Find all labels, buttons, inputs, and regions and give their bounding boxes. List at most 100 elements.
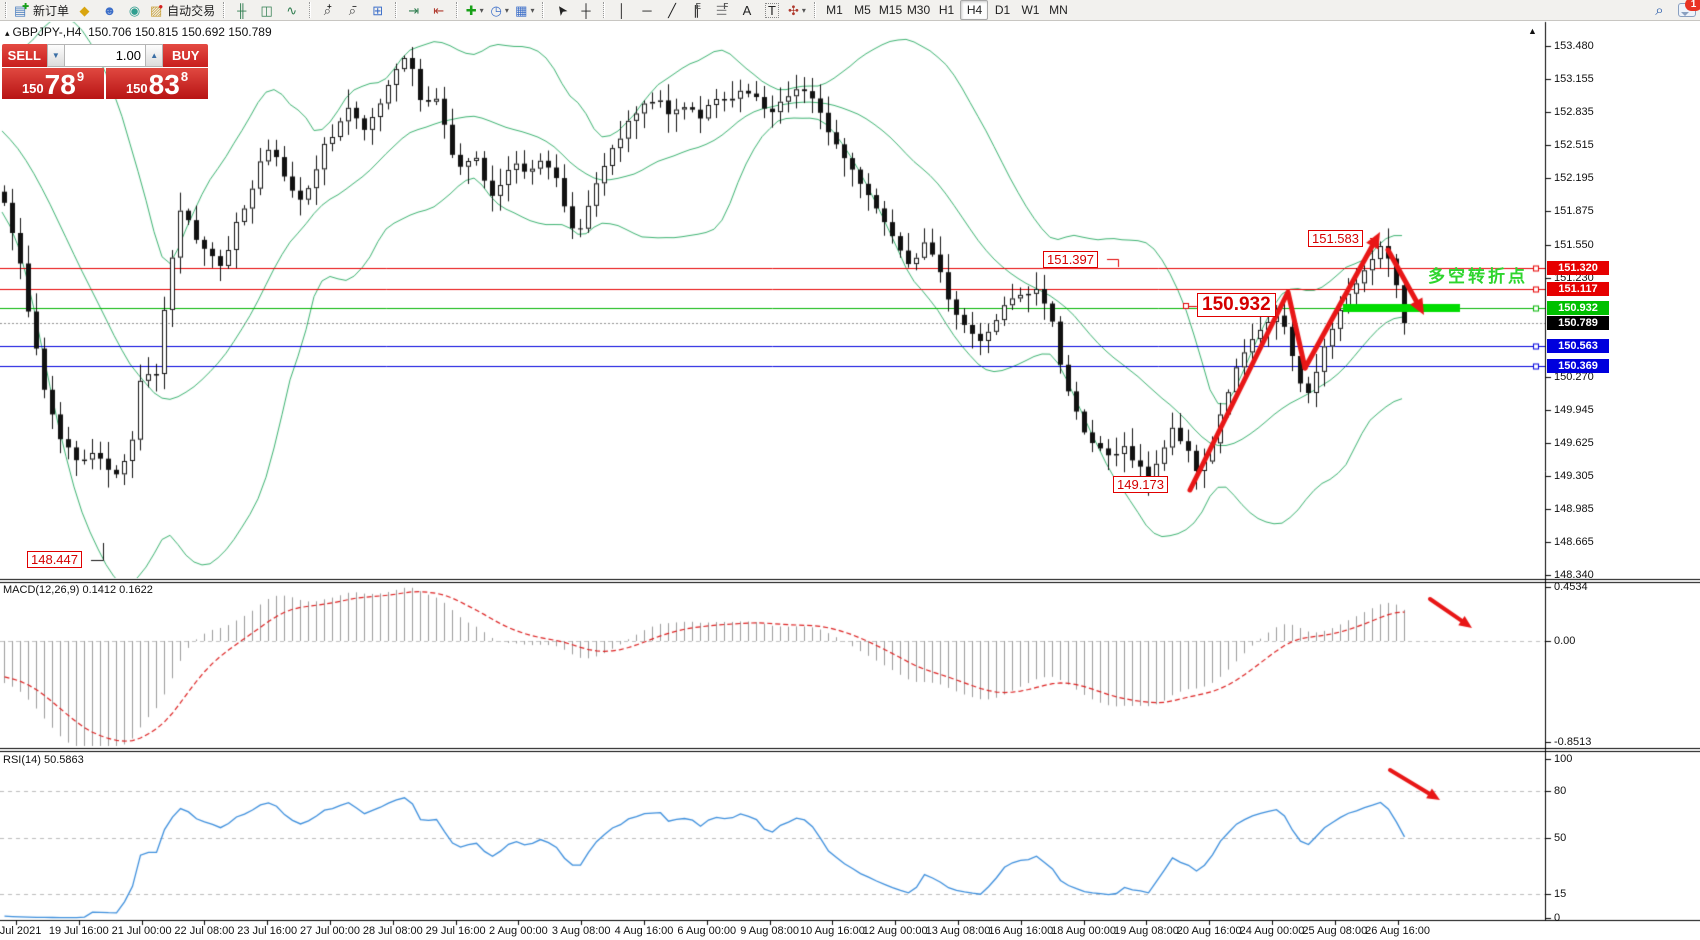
tile-windows-icon: ⊞ — [372, 2, 384, 18]
sell-price-button[interactable]: 150 78 9 — [2, 68, 104, 99]
auto-scroll-button[interactable]: ⇥ — [401, 0, 426, 20]
timeframe-h1-button[interactable]: H1 — [938, 3, 955, 17]
time-axis-label: 29 Jul 16:00 — [425, 925, 486, 937]
buy-price-button[interactable]: 150 83 8 — [106, 68, 208, 99]
add-indicator-button[interactable]: ✚ ▾ — [462, 0, 487, 20]
arrows-button[interactable]: ✣ ▾ — [784, 0, 809, 20]
time-axis-label: 25 Aug 08:00 — [1302, 925, 1368, 937]
time-axis-label: 3 Aug 08:00 — [551, 925, 611, 937]
candle-chart-mode-icon: ◫ — [260, 2, 273, 18]
symbol-marker-icon: ▴ — [5, 28, 10, 38]
templates-icon: ▦ — [515, 2, 528, 18]
price-axis-tick: 149.625 — [1554, 437, 1594, 450]
price-annotation-box[interactable]: 150.932 — [1197, 293, 1276, 317]
one-click-trade-panel: SELL ▼ ▲ BUY 150 78 9 150 83 8 — [2, 44, 208, 99]
macd-axis-tick: 0.4534 — [1554, 581, 1588, 594]
price-axis-tick: 150.270 — [1554, 370, 1594, 383]
equidistant-channel-icon: ∥ — [693, 2, 700, 18]
time-axis-label: 6 Aug 00:00 — [677, 925, 737, 937]
time-axis-label: 9 Aug 08:00 — [740, 925, 799, 937]
time-axis-label: 23 Jul 16:00 — [237, 925, 298, 937]
bar-chart-mode-button[interactable]: ╫ — [229, 0, 254, 20]
periods-dropdown-icon[interactable]: ▾ — [504, 5, 509, 15]
turning-point-note[interactable]: 多空转折点 — [1428, 267, 1528, 286]
buy-button[interactable]: BUY — [163, 44, 208, 67]
time-axis-label: 19 Aug 08:00 — [1113, 925, 1179, 937]
broadcast-button[interactable]: ◉ — [122, 0, 147, 20]
vertical-line-icon: │ — [617, 2, 627, 18]
time-axis-label: 22 Jul 08:00 — [174, 925, 235, 937]
timeframe-m1-button[interactable]: M1 — [826, 3, 843, 17]
volume-decrease-button[interactable]: ▼ — [46, 44, 65, 67]
sell-button[interactable]: SELL — [2, 44, 47, 67]
scroll-to-end-marker[interactable]: ▲ — [1528, 26, 1537, 36]
time-axis-label: 20 Aug 16:00 — [1176, 925, 1242, 937]
candle-chart-mode-button[interactable]: ◫ — [254, 0, 279, 20]
buy-price-sup: 8 — [180, 69, 189, 84]
text-button[interactable]: A — [734, 0, 759, 20]
fibonacci-button[interactable]: ☰ F — [709, 0, 734, 20]
rsi-axis-tick: 0 — [1554, 912, 1561, 924]
price-annotation-box[interactable]: 148.447 — [27, 551, 82, 568]
time-axis-label: 19 Jul 16:00 — [48, 925, 109, 937]
equidistant-channel-button[interactable]: ∥ E — [684, 0, 709, 20]
chart-shift-button[interactable]: ⇤ — [426, 0, 451, 20]
zoom-in-button[interactable]: ⌕ + — [315, 0, 340, 20]
add-indicator-dropdown-icon[interactable]: ▾ — [479, 5, 484, 15]
buy-price-main: 83 — [148, 69, 180, 100]
templates-dropdown-icon[interactable]: ▾ — [530, 5, 535, 15]
arrows-icon: ✣ — [788, 2, 799, 18]
line-chart-mode-button[interactable]: ∿ — [279, 0, 304, 20]
eraser-button[interactable]: ◆ — [72, 0, 97, 20]
price-annotation-box[interactable]: 149.173 — [1113, 476, 1168, 493]
price-axis-tick: 153.155 — [1554, 73, 1594, 86]
crosshair-button[interactable]: ┼ — [573, 0, 598, 20]
cursor-button[interactable]: ➤ — [548, 0, 573, 20]
profile-button[interactable]: ☻ — [97, 0, 122, 20]
timeframe-m5-button[interactable]: M5 — [854, 3, 871, 17]
price-annotation-box[interactable]: 151.583 — [1308, 230, 1363, 247]
price-annotation-box[interactable]: 151.397 — [1043, 251, 1098, 268]
rsi-header: RSI(14) 50.5863 — [3, 754, 84, 766]
auto-scroll-icon: ⇥ — [408, 2, 420, 18]
new-order-icon: ▤ — [14, 2, 27, 18]
zoom-in-icon: ⌕ — [323, 2, 331, 18]
periods-button[interactable]: ◷ ▾ — [487, 0, 512, 20]
timeframe-m30-button[interactable]: M30 — [906, 3, 931, 17]
arrows-dropdown-icon[interactable]: ▾ — [801, 5, 806, 15]
vertical-line-button[interactable]: │ — [609, 0, 634, 20]
templates-button[interactable]: ▦ ▾ — [512, 0, 537, 20]
tile-windows-button[interactable]: ⊞ — [365, 0, 390, 20]
sell-price-prefix: 150 — [21, 81, 44, 96]
time-axis-label: 10 Aug 16:00 — [799, 925, 865, 937]
chat-icon[interactable]: 1 — [1678, 0, 1700, 17]
eraser-icon: ◆ — [79, 2, 90, 18]
price-badge: 151.320 — [1547, 261, 1609, 276]
timeframe-w1-button[interactable]: W1 — [1021, 3, 1040, 17]
zoom-out-icon: ⌕ — [348, 2, 356, 18]
trendline-button[interactable]: ╱ — [659, 0, 684, 20]
auto-trading-button[interactable]: ▨ ● 自动交易 — [147, 0, 218, 20]
periods-icon: ◷ — [490, 2, 502, 18]
new-order-button[interactable]: ▤ ✚ 新订单 — [11, 0, 72, 20]
volume-increase-button[interactable]: ▲ — [145, 44, 164, 67]
auto-trading-icon-overlay: ● — [158, 1, 164, 11]
time-axis-label: 4 Aug 16:00 — [614, 925, 674, 937]
rsi-axis-tick: 50 — [1554, 832, 1567, 845]
horizontal-line-button[interactable]: ─ — [634, 0, 659, 20]
text-label-button[interactable]: T — [759, 0, 784, 20]
symbol-name: GBPJPY-,H4 — [12, 25, 82, 39]
volume-input[interactable] — [65, 44, 145, 67]
time-axis-label: 26 Aug 16:00 — [1365, 925, 1431, 937]
timeframe-m15-button[interactable]: M15 — [878, 3, 903, 17]
timeframe-d1-button[interactable]: D1 — [994, 3, 1011, 17]
horizontal-line-icon: ─ — [642, 2, 652, 18]
time-axis-label: 21 Jul 00:00 — [111, 925, 172, 937]
timeframe-h4-button[interactable]: H4 — [960, 0, 989, 20]
search-button[interactable]: ⌕ — [1647, 0, 1672, 20]
price-axis-tick: 152.835 — [1554, 106, 1594, 119]
zoom-out-button[interactable]: ⌕ − — [340, 0, 365, 20]
macd-header: MACD(12,26,9) 0.1412 0.1622 — [3, 584, 153, 596]
timeframe-mn-button[interactable]: MN — [1049, 3, 1068, 17]
